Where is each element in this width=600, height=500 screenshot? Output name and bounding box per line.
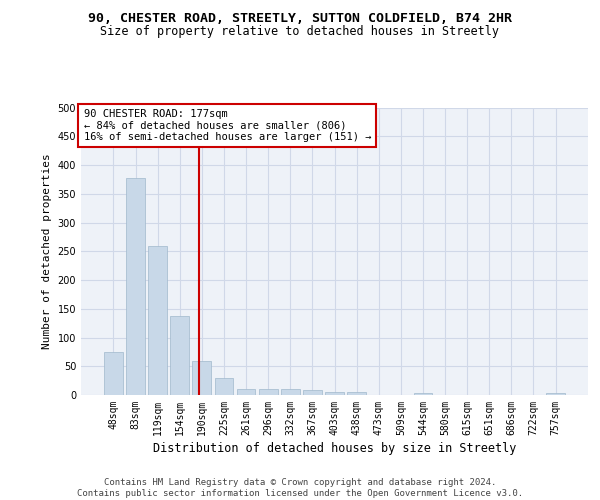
Bar <box>104 352 123 395</box>
Bar <box>148 246 167 395</box>
Text: Contains HM Land Registry data © Crown copyright and database right 2024.
Contai: Contains HM Land Registry data © Crown c… <box>77 478 523 498</box>
Bar <box>126 178 145 395</box>
Bar <box>236 389 256 395</box>
Bar <box>347 392 366 395</box>
Text: 90 CHESTER ROAD: 177sqm
← 84% of detached houses are smaller (806)
16% of semi-d: 90 CHESTER ROAD: 177sqm ← 84% of detache… <box>83 109 371 142</box>
Text: 90, CHESTER ROAD, STREETLY, SUTTON COLDFIELD, B74 2HR: 90, CHESTER ROAD, STREETLY, SUTTON COLDF… <box>88 12 512 26</box>
Bar <box>325 392 344 395</box>
Bar <box>413 392 433 395</box>
Bar <box>546 392 565 395</box>
Y-axis label: Number of detached properties: Number of detached properties <box>42 154 52 349</box>
Bar <box>303 390 322 395</box>
Bar <box>281 389 299 395</box>
Text: Size of property relative to detached houses in Streetly: Size of property relative to detached ho… <box>101 25 499 38</box>
Bar <box>215 378 233 395</box>
Bar <box>170 316 189 395</box>
Bar <box>259 389 278 395</box>
X-axis label: Distribution of detached houses by size in Streetly: Distribution of detached houses by size … <box>153 442 516 455</box>
Bar <box>193 360 211 395</box>
